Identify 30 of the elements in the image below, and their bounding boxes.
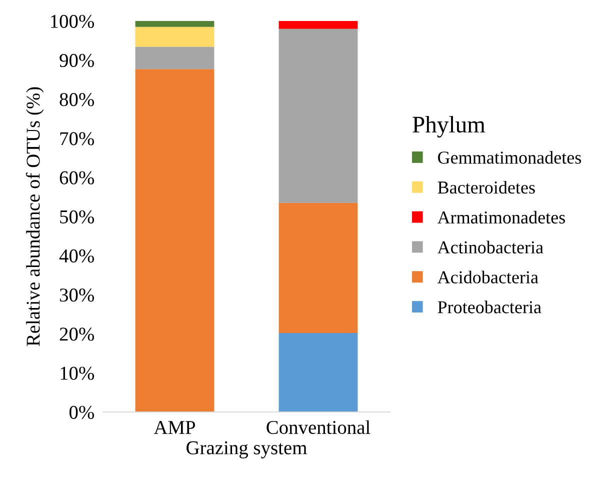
legend-title: Phylum [412, 116, 486, 138]
y-tick-label: 40% [59, 249, 94, 263]
bar [135, 26, 214, 47]
x-tick-label: AMP [154, 420, 196, 434]
bar [278, 202, 358, 334]
x-axis-title: Grazing system [186, 441, 307, 458]
y-tick-label: 50% [60, 210, 94, 224]
bar [278, 28, 358, 203]
legend-label: Proteobacteria [438, 300, 542, 314]
y-tick-label: 90% [60, 54, 94, 68]
y-tick-label: 70% [60, 132, 94, 146]
y-tick-label: 80% [60, 93, 94, 106]
legend-label: Acidobacteria [437, 270, 538, 284]
legend-label: Actinobacteria [437, 240, 544, 254]
bar [278, 21, 358, 29]
y-tick-label: 100% [51, 14, 94, 28]
legend-label: Gemmatimonadetes [438, 151, 582, 164]
y-tick-label: 20% [60, 328, 94, 341]
bar [135, 46, 214, 70]
bar [135, 21, 214, 27]
legend-label: Armatimonadetes [437, 210, 565, 224]
bar [278, 333, 358, 412]
y-tick-label: 60% [60, 171, 94, 184]
y-tick-label: 0% [69, 406, 94, 419]
legend-label: Bacteroidetes [438, 180, 535, 194]
y-axis-title: Relative abundance of OTUs (%) [26, 87, 44, 346]
y-tick-label: 30% [60, 288, 94, 302]
bar [135, 69, 214, 412]
y-tick-label: 10% [60, 366, 94, 380]
x-tick-label: Conventional [266, 420, 370, 434]
